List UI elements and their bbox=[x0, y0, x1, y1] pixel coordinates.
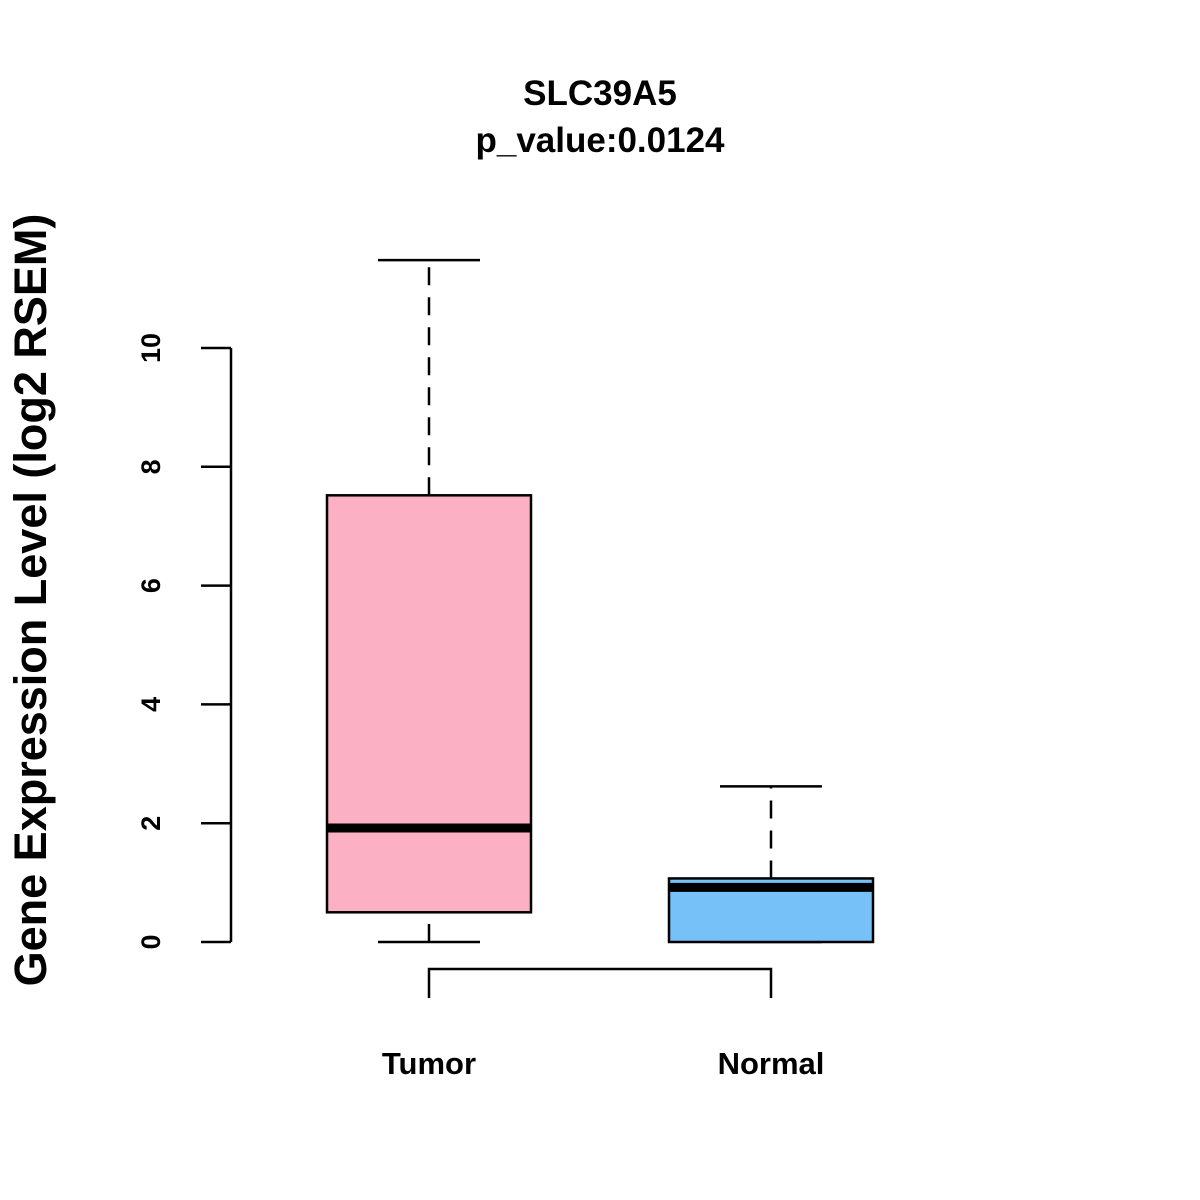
bracket-line bbox=[427, 967, 773, 998]
y-tick-label: 10 bbox=[136, 333, 166, 363]
y-axis: 0 2 4 6 8 10 bbox=[136, 333, 233, 950]
y-axis-label: Gene Expression Level (log2 RSEM) bbox=[5, 214, 56, 987]
category-label-normal: Normal bbox=[718, 1046, 825, 1081]
y-tick-label: 4 bbox=[136, 697, 166, 712]
tumor-box bbox=[325, 494, 533, 914]
category-label-tumor: Tumor bbox=[382, 1046, 476, 1081]
chart-title: SLC39A5 bbox=[523, 74, 677, 113]
y-tick-label: 6 bbox=[136, 578, 166, 593]
y-tick-label: 0 bbox=[136, 934, 166, 949]
category-labels: Tumor Normal bbox=[382, 1046, 824, 1081]
y-tick-label: 2 bbox=[136, 816, 166, 831]
chart-subtitle: p_value:0.0124 bbox=[475, 121, 725, 160]
y-tick-label: 8 bbox=[136, 459, 166, 474]
comparison-bracket bbox=[427, 967, 773, 998]
boxes bbox=[325, 258, 875, 944]
